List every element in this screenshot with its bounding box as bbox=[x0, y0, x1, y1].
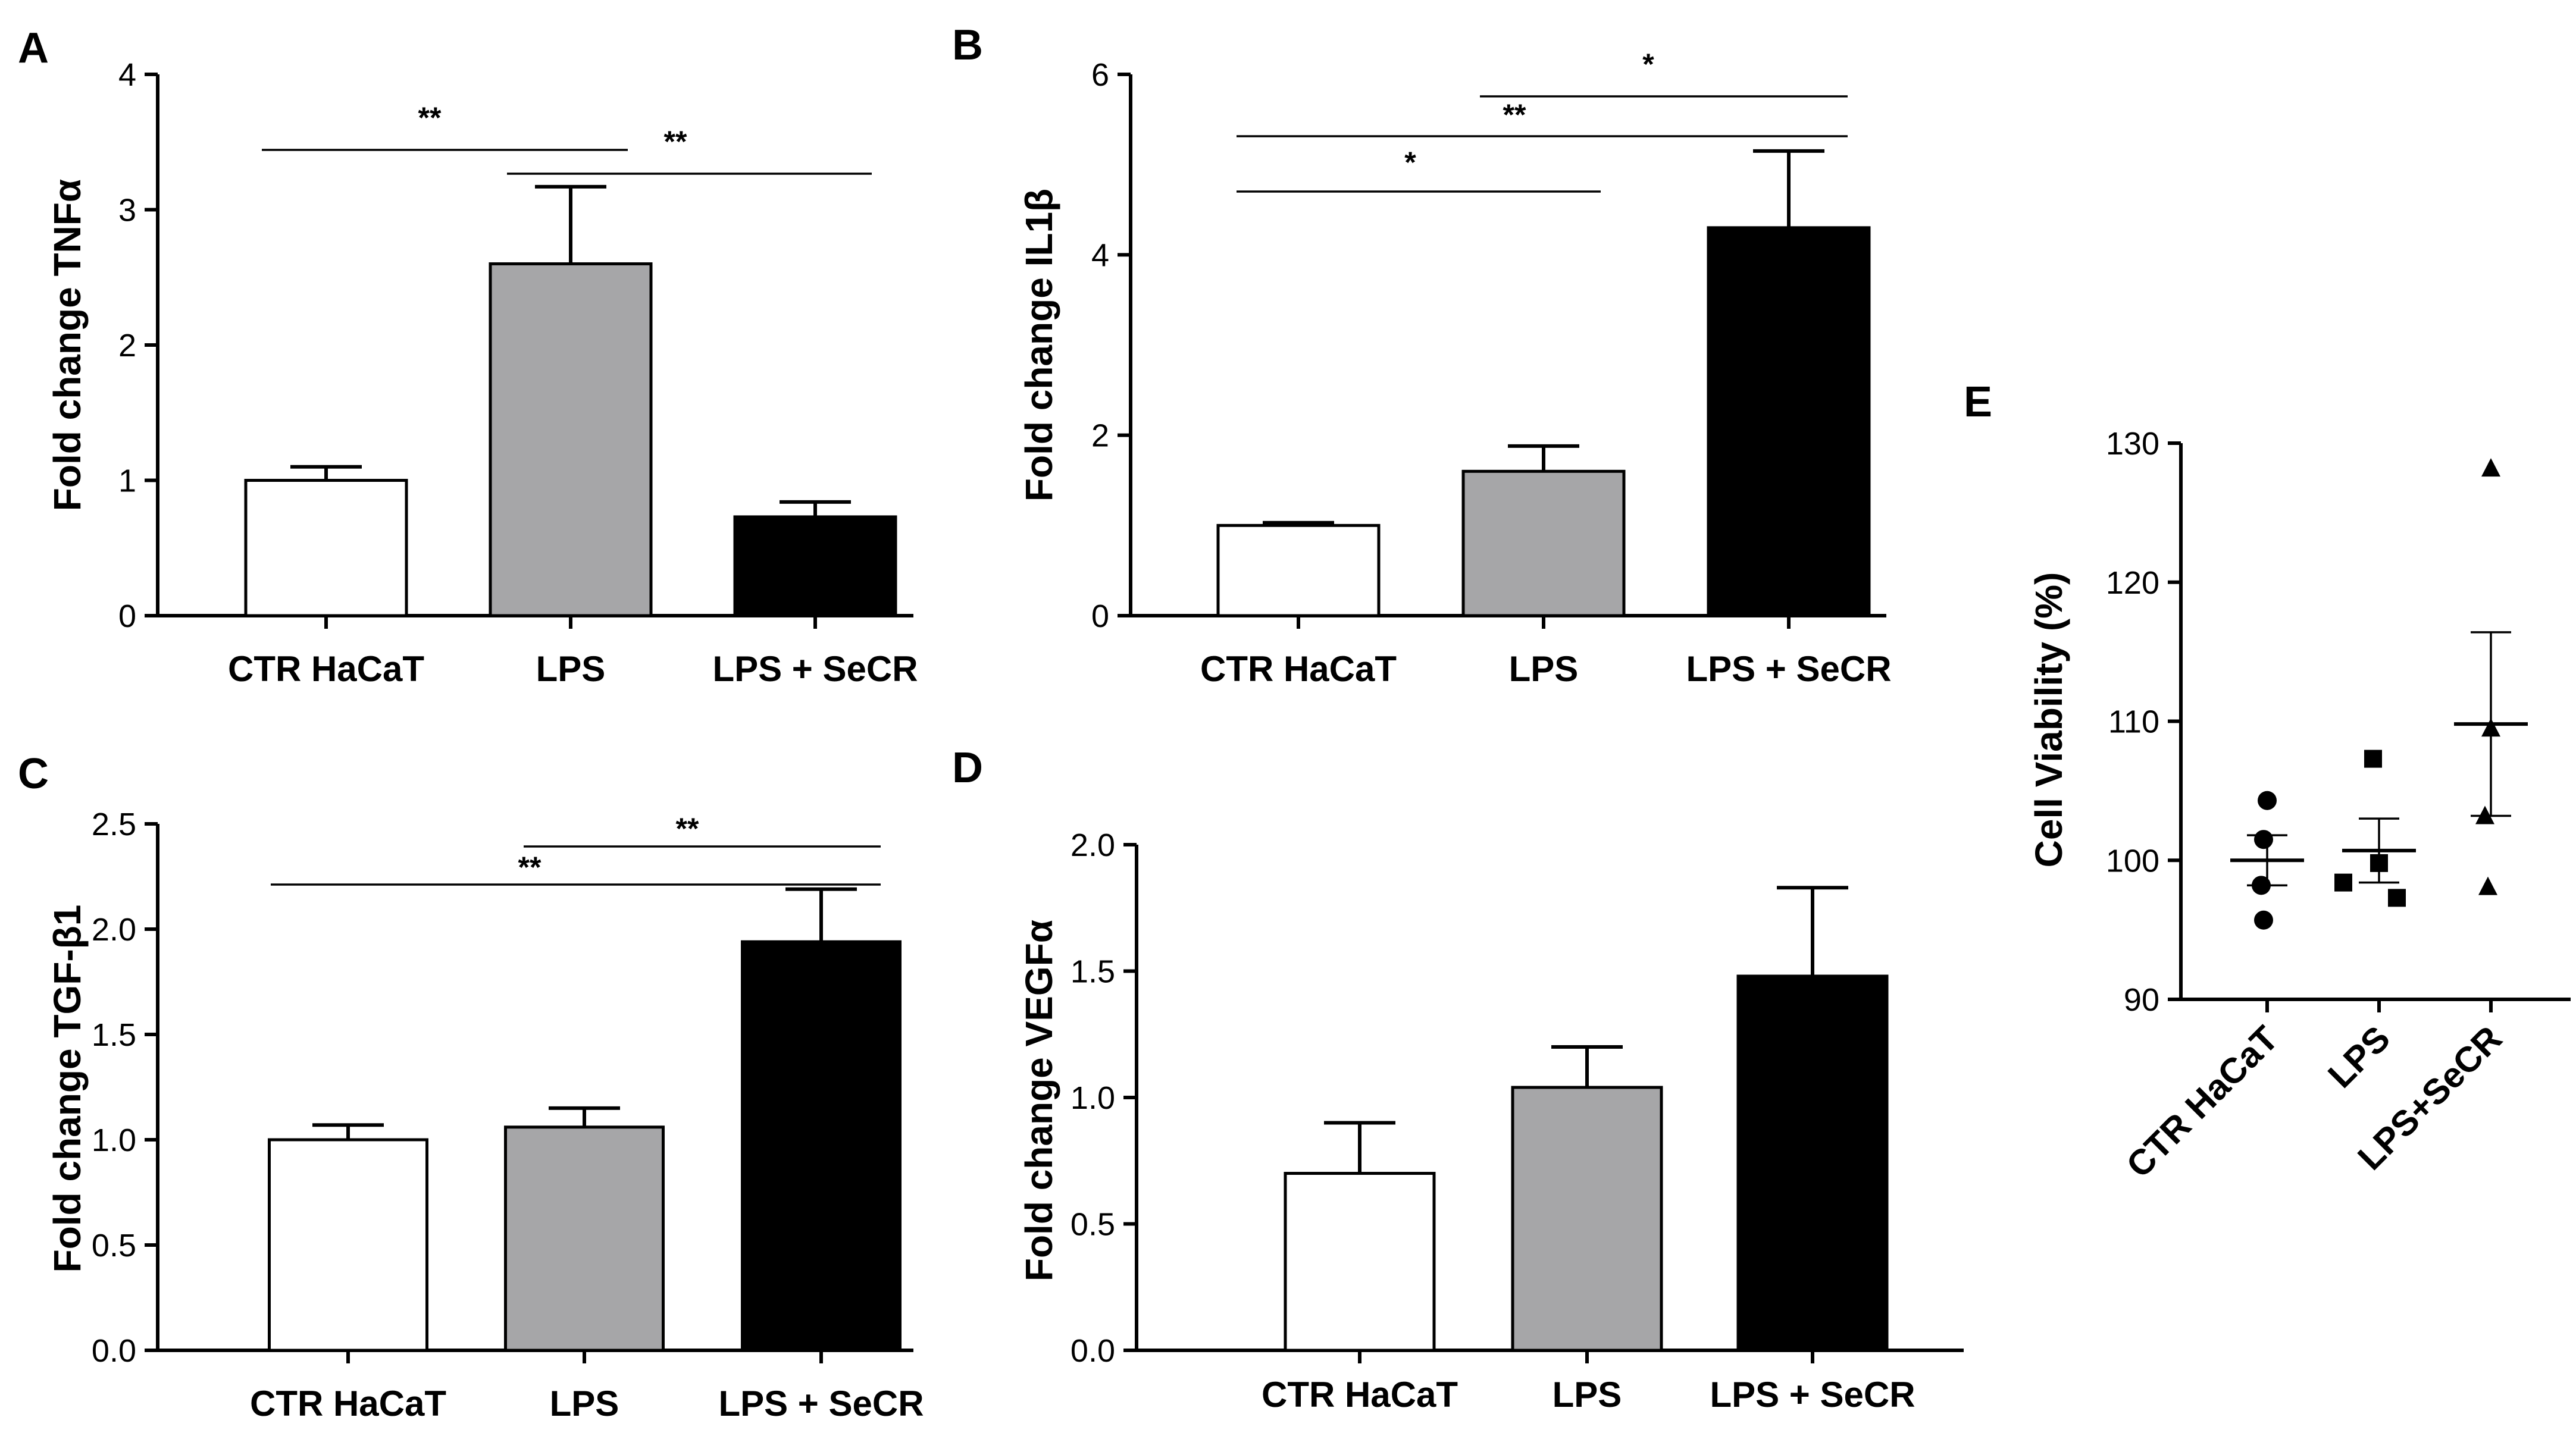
y-tick-label: 0 bbox=[118, 598, 136, 634]
y-tick-label: 1.0 bbox=[92, 1122, 136, 1158]
y-tick-label: 1.5 bbox=[1071, 954, 1115, 990]
x-tick-label: LPS bbox=[536, 649, 606, 689]
x-tick-label: LPS + SeCR bbox=[712, 649, 918, 689]
y-tick-label: 0.5 bbox=[92, 1228, 136, 1263]
panel-c: C 0.0 0.5 1.0 1.5 2.0 2.5 Fold change TGF-β1 CTR… bbox=[18, 750, 924, 1423]
y-tick-label: 6 bbox=[1091, 57, 1109, 93]
x-tick-label: CTR HaCaT bbox=[1200, 649, 1397, 689]
x-tick-label: CTR HaCaT bbox=[1262, 1375, 1458, 1415]
bar-lps-secr bbox=[1707, 226, 1871, 617]
x-tick-label: LPS + SeCR bbox=[718, 1384, 924, 1423]
y-tick-label: 90 bbox=[2124, 982, 2159, 1018]
y-tick-label: 0.5 bbox=[1071, 1207, 1115, 1243]
panel-label: D bbox=[952, 744, 983, 792]
x-tick-label: CTR HaCaT bbox=[228, 649, 424, 689]
y-tick-label: 2 bbox=[1091, 418, 1109, 454]
y-axis-label: Fold change VEGFα bbox=[1018, 920, 1060, 1281]
x-tick-label: LPS bbox=[550, 1384, 619, 1423]
y-tick-label: 1.5 bbox=[92, 1017, 136, 1053]
significance-label: ** bbox=[418, 101, 442, 134]
bar-lps-secr bbox=[733, 515, 897, 617]
bar-ctr-hacat bbox=[268, 1138, 428, 1352]
y-tick-label: 120 bbox=[2106, 565, 2159, 601]
significance-label: ** bbox=[518, 851, 542, 884]
data-point bbox=[2254, 830, 2273, 849]
y-tick-label: 1.0 bbox=[1071, 1080, 1115, 1116]
bar-lps-secr bbox=[741, 940, 902, 1352]
y-axis-label: Cell Viability (%) bbox=[2027, 572, 2070, 868]
x-tick-label: LPS bbox=[1509, 649, 1579, 689]
x-tick-label: LPS bbox=[1553, 1375, 1622, 1415]
y-tick-label: 0 bbox=[1091, 598, 1109, 634]
bar-lps bbox=[1511, 1086, 1663, 1352]
panel-d: D 0.0 0.5 1.0 1.5 2.0 Fold change VEGFα CTR HaC… bbox=[952, 744, 1964, 1415]
panel-b: B 0 2 4 6 Fold change IL1β CTR HaCaT LPS LPS + S… bbox=[952, 21, 1892, 689]
panel-e: E 90 100 110 120 130 Cell Viability (%) CTR HaC… bbox=[1964, 378, 2571, 1186]
panel-label: B bbox=[952, 21, 983, 69]
panel-label: A bbox=[18, 24, 49, 72]
bar-ctr-hacat bbox=[1284, 1172, 1436, 1352]
y-tick-label: 130 bbox=[2106, 426, 2159, 462]
data-point bbox=[2258, 791, 2277, 810]
bar-ctr-hacat bbox=[1216, 523, 1381, 617]
y-tick-label: 2.0 bbox=[92, 912, 136, 948]
significance-label: ** bbox=[1503, 98, 1526, 131]
data-point bbox=[2388, 889, 2406, 907]
x-tick-label: LPS + SeCR bbox=[1710, 1375, 1915, 1415]
data-point bbox=[2254, 910, 2273, 930]
y-tick-label: 2.0 bbox=[1071, 827, 1115, 863]
data-point bbox=[2364, 750, 2382, 768]
bar-lps bbox=[489, 262, 653, 617]
bar-lps bbox=[1461, 469, 1626, 617]
y-tick-label: 0.0 bbox=[92, 1333, 136, 1369]
bar-lps-secr bbox=[1736, 974, 1889, 1352]
x-tick-label: LPS + SeCR bbox=[1686, 649, 1891, 689]
data-point bbox=[2478, 876, 2497, 895]
x-tick-label: CTR HaCaT bbox=[250, 1384, 446, 1423]
y-tick-label: 1 bbox=[118, 463, 136, 499]
panel-label: E bbox=[1964, 378, 1992, 426]
significance-label: * bbox=[1642, 48, 1654, 81]
data-point bbox=[2481, 458, 2500, 477]
y-axis-label: Fold change TNFα bbox=[46, 179, 89, 511]
panel-label: C bbox=[18, 750, 49, 798]
y-axis-label: Fold change TGF-β1 bbox=[46, 905, 89, 1273]
y-tick-label: 4 bbox=[1091, 237, 1109, 273]
bar-lps bbox=[504, 1125, 665, 1352]
y-tick-label: 3 bbox=[118, 193, 136, 228]
x-tick-label: CTR HaCaT bbox=[2118, 1018, 2286, 1186]
data-point bbox=[2334, 873, 2352, 892]
y-tick-label: 100 bbox=[2106, 843, 2159, 879]
x-tick-label: LPS bbox=[2320, 1018, 2397, 1096]
y-axis-label: Fold change IL1β bbox=[1018, 189, 1060, 501]
y-tick-label: 2 bbox=[118, 328, 136, 363]
y-tick-label: 2.5 bbox=[92, 807, 136, 842]
y-tick-label: 110 bbox=[2108, 704, 2159, 740]
significance-label: * bbox=[1404, 146, 1416, 179]
panel-a: A 0 1 2 3 4 Fold change TNFα CTR HaCaT LPS LPS + … bbox=[18, 24, 918, 689]
y-tick-label: 4 bbox=[118, 57, 136, 93]
y-tick-label: 0.0 bbox=[1071, 1333, 1115, 1369]
significance-label: ** bbox=[664, 125, 687, 158]
bar-ctr-hacat bbox=[244, 479, 408, 617]
significance-label: ** bbox=[676, 812, 699, 845]
